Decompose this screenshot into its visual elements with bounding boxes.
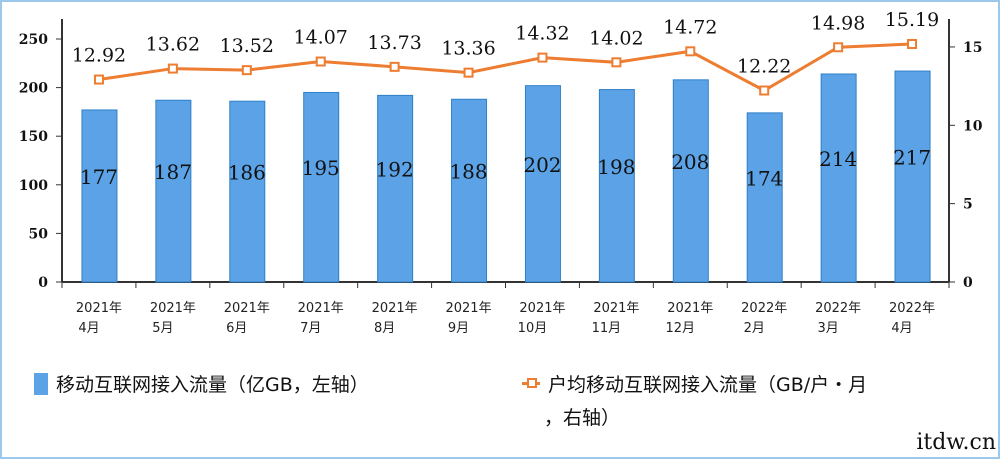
- x-tick-label: 2021年: [224, 301, 270, 316]
- bar-data-label: 187: [154, 160, 192, 184]
- bar: [229, 100, 266, 283]
- legend-line: 户均移动互联网接入流量（GB/户・月 ，右轴）: [522, 370, 867, 430]
- x-tick-label: 2021年: [372, 301, 418, 316]
- x-tick-label: 12月: [666, 321, 696, 336]
- right-tick-label: 5: [963, 197, 973, 213]
- x-tick-label: 2021年: [298, 301, 344, 316]
- x-tick-label: 7月: [300, 321, 321, 336]
- legend-line-label: 户均移动互联网接入流量（GB/户・月: [548, 374, 868, 396]
- x-tick-label: 2月: [744, 321, 765, 336]
- legend-bar-swatch: [34, 372, 48, 395]
- bar-data-label: 174: [745, 166, 783, 190]
- bar: [303, 91, 340, 283]
- line-marker: [537, 52, 548, 63]
- bar-data-label: 214: [819, 147, 857, 171]
- x-tick-label: 2022年: [889, 301, 935, 316]
- line-marker: [389, 61, 400, 72]
- bar-data-label: 198: [597, 155, 635, 179]
- left-tick-label: 0: [38, 275, 48, 291]
- bar: [672, 79, 709, 283]
- x-tick-label: 2021年: [593, 301, 639, 316]
- x-tick-label: 2021年: [150, 301, 196, 316]
- line-marker: [315, 56, 326, 67]
- line-data-label: 14.98: [811, 12, 865, 34]
- bar-data-label: 192: [376, 158, 414, 182]
- x-tick-label: 2021年: [667, 301, 713, 316]
- watermark: itdw.cn: [916, 430, 996, 455]
- x-tick-label: 4月: [78, 321, 99, 336]
- bar: [598, 89, 635, 283]
- line-marker: [611, 57, 622, 68]
- left-tick-label: 100: [19, 178, 48, 194]
- bar: [894, 70, 931, 283]
- left-tick-label: 50: [29, 226, 49, 242]
- x-tick-label: 2021年: [445, 301, 491, 316]
- bar: [820, 73, 857, 283]
- line-marker: [241, 65, 252, 76]
- line-data-label: 12.22: [737, 56, 791, 78]
- bar-data-label: 217: [893, 146, 931, 170]
- bar: [81, 109, 118, 283]
- line-data-label: 13.62: [146, 34, 200, 56]
- x-tick-label: 3月: [817, 321, 838, 336]
- line-marker: [167, 63, 178, 74]
- line-data-label: 13.36: [441, 38, 495, 60]
- line-data-label: 13.73: [367, 32, 421, 54]
- right-tick-label: 0: [963, 275, 973, 291]
- x-tick-label: 2022年: [741, 301, 787, 316]
- line-data-label: 14.32: [515, 23, 569, 45]
- x-tick-label: 8月: [374, 321, 395, 336]
- x-tick-label: 9月: [448, 321, 469, 336]
- line-data-label: 14.02: [589, 27, 643, 49]
- line-marker: [93, 74, 104, 85]
- x-tick-label: 11月: [592, 321, 622, 336]
- line-marker: [463, 67, 474, 78]
- right-tick-label: 15: [963, 40, 982, 56]
- x-tick-label: 2022年: [815, 301, 861, 316]
- bar: [155, 99, 192, 283]
- line-data-label: 14.72: [663, 16, 717, 38]
- left-tick-label: 250: [19, 32, 48, 48]
- bar-data-label: 202: [523, 153, 561, 177]
- bar: [377, 94, 414, 283]
- legend-bar: 移动互联网接入流量（亿GB，左轴）: [34, 370, 369, 397]
- legend-bar-label: 移动互联网接入流量（亿GB，左轴）: [56, 374, 369, 396]
- line-marker: [833, 42, 844, 53]
- line-data-label: 14.07: [294, 27, 348, 49]
- x-tick-label: 2021年: [76, 301, 122, 316]
- bar-data-label: 186: [228, 161, 266, 185]
- legend-line-marker-icon: [522, 378, 540, 388]
- bar-data-label: 195: [302, 156, 340, 180]
- line-series: [98, 42, 913, 93]
- right-tick-label: 10: [963, 118, 983, 134]
- line-data-label: 15.19: [885, 9, 939, 31]
- line-marker: [907, 38, 918, 49]
- line-data-label: 12.92: [72, 45, 126, 67]
- bar-data-label: 188: [449, 160, 487, 184]
- bar: [451, 98, 488, 283]
- x-tick-label: 6月: [226, 321, 247, 336]
- x-tick-label: 5月: [152, 321, 173, 336]
- legend-line-label-cont: ，右轴）: [544, 407, 621, 429]
- bar: [746, 112, 783, 283]
- left-tick-label: 150: [19, 129, 48, 145]
- x-tick-label: 2021年: [519, 301, 565, 316]
- left-tick-label: 200: [19, 81, 48, 97]
- x-tick-label: 10月: [518, 321, 548, 336]
- bar-data-label: 177: [80, 165, 118, 189]
- bar-data-label: 208: [671, 150, 709, 174]
- line-data-label: 13.52: [220, 35, 274, 57]
- line-marker: [759, 85, 770, 96]
- x-tick-label: 4月: [891, 321, 912, 336]
- line-marker: [685, 46, 696, 57]
- bar: [524, 85, 561, 283]
